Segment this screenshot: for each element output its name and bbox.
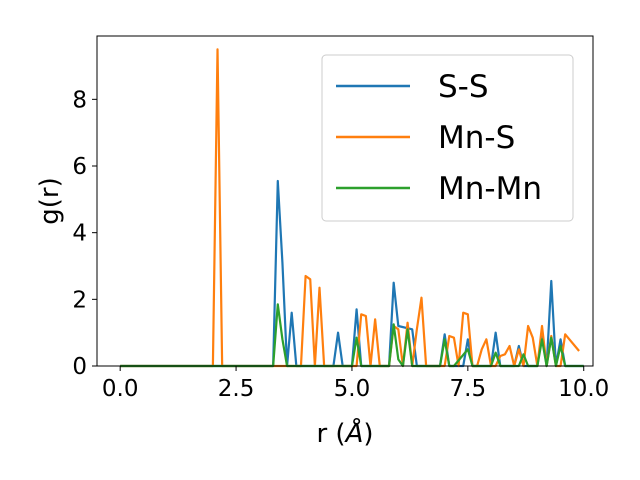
x-axis-label: r (Å) [316, 417, 373, 449]
axes-frame [96, 35, 594, 367]
y-tick-label: 4 [72, 221, 87, 247]
y-axis: 0 2 4 6 8 [72, 87, 97, 380]
legend-label-mn-mn: Mn-Mn [438, 171, 542, 207]
x-tick-label: 0.0 [102, 376, 139, 402]
x-axis-label-close: ) [363, 419, 373, 449]
y-tick-label: 2 [72, 287, 87, 313]
legend-label-s-s: S-S [438, 69, 489, 105]
y-tick-label: 0 [72, 354, 87, 380]
y-axis-label: g(r) [35, 177, 65, 224]
x-axis-label-text: r ( [316, 419, 345, 449]
legend-label-mn-s: Mn-S [438, 120, 515, 156]
x-axis: 0.0 2.5 5.0 7.5 10.0 [102, 366, 609, 402]
x-axis-label-unit: Å [344, 417, 364, 449]
y-tick-label: 8 [72, 87, 87, 113]
x-tick-label: 5.0 [334, 376, 371, 402]
x-tick-label: 2.5 [218, 376, 255, 402]
legend: S-S Mn-S Mn-Mn [321, 54, 574, 222]
x-tick-label: 7.5 [450, 376, 487, 402]
y-tick-label: 6 [72, 154, 87, 180]
legend-box [321, 54, 574, 222]
x-tick-label: 10.0 [558, 376, 609, 402]
